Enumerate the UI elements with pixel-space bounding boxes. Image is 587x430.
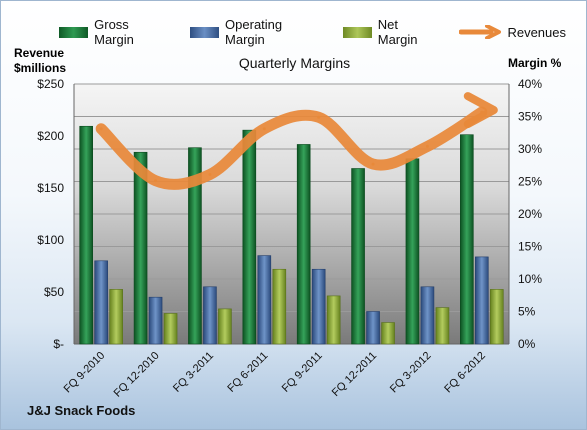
- revenues-point: [425, 144, 429, 148]
- right-axis-tick-label: 20%: [518, 207, 542, 221]
- operating-margin-bar: [203, 286, 217, 345]
- left-axis-tick-label: $250: [37, 77, 64, 91]
- gross-margin-bar: [133, 151, 148, 345]
- net-margin-bar: [218, 308, 232, 345]
- x-axis-tick-label: FQ 3-2012: [388, 350, 434, 396]
- x-axis-tick-label: FQ 9-2010: [62, 350, 108, 396]
- legend-label-operating-margin: Operating Margin: [225, 17, 283, 47]
- revenues-point: [317, 115, 321, 119]
- company-name: J&J Snack Foods: [27, 403, 136, 418]
- x-axis-tick-label: FQ 6-2012: [442, 350, 488, 396]
- left-axis-tick-label: $150: [37, 181, 64, 195]
- net-margin-bar: [326, 295, 341, 345]
- legend-item-net-margin: Net Margin: [342, 17, 440, 47]
- revenues-arrowhead: [463, 92, 498, 129]
- right-axis-tick-label: 40%: [518, 77, 542, 91]
- right-axis-tick-label: 25%: [518, 175, 542, 189]
- legend-swatch-gross-margin: [59, 26, 89, 38]
- left-axis-title-line1: Revenue: [14, 46, 65, 60]
- net-margin-bar: [435, 307, 450, 345]
- right-axis-tick-label: 0%: [518, 337, 536, 351]
- gross-margin-bar: [296, 144, 311, 345]
- x-axis-tick-label: FQ 9-2011: [280, 350, 325, 395]
- right-axis-tick-label: 15%: [518, 240, 542, 254]
- gross-margin-bar: [351, 168, 365, 345]
- revenues-point: [371, 162, 375, 166]
- legend-label-net-margin: Net Margin: [377, 17, 418, 47]
- right-axis-tick-label: 5%: [518, 305, 536, 319]
- net-margin-bar: [109, 289, 123, 345]
- x-axis-tick-label: FQ 3-2011: [171, 350, 216, 395]
- gross-margin-bar: [188, 147, 202, 345]
- gross-margin-bar: [405, 158, 420, 345]
- net-margin-bar: [163, 313, 178, 345]
- revenues-point: [99, 127, 103, 131]
- operating-margin-bar: [420, 286, 435, 345]
- left-axis-title-line2: $millions: [14, 61, 67, 75]
- left-axis-tick-label: $50: [44, 285, 64, 299]
- revenues-point: [154, 179, 158, 183]
- left-axis-tick-label: $200: [37, 129, 64, 143]
- right-axis-title: Margin %: [508, 56, 562, 70]
- chart-title: Quarterly Margins: [238, 55, 351, 71]
- revenues-point: [208, 172, 212, 176]
- chart-legend: Gross Margin Operating Margin Net Margin…: [59, 17, 586, 47]
- right-axis-tick-label: 35%: [518, 110, 542, 124]
- legend-swatch-net-margin: [342, 26, 372, 38]
- legend-swatch-operating-margin: [189, 26, 220, 38]
- left-axis-tick-label: $100: [37, 233, 64, 247]
- gross-margin-bar: [242, 129, 257, 345]
- net-margin-bar: [381, 322, 395, 345]
- operating-margin-bar: [94, 260, 108, 345]
- x-axis-tick-label: FQ 12-2011: [330, 350, 379, 399]
- left-axis-title: Revenue $millions: [14, 46, 66, 76]
- operating-margin-bar: [257, 255, 272, 345]
- legend-label-gross-margin: Gross Margin: [94, 17, 134, 47]
- legend-item-revenues: Revenues: [459, 25, 566, 40]
- operating-margin-bar: [148, 296, 163, 345]
- operating-margin-bar: [366, 311, 380, 345]
- gross-margin-bar: [79, 125, 93, 345]
- revenues-line: [95, 106, 488, 190]
- revenues-point: [262, 127, 266, 131]
- x-axis-tick-label: FQ 6-2011: [225, 350, 270, 395]
- right-axis-tick-label: 10%: [518, 272, 542, 286]
- x-axis-tick-label: FQ 12-2010: [112, 350, 162, 400]
- net-margin-bar: [272, 268, 287, 345]
- net-margin-bar: [490, 289, 504, 345]
- legend-item-operating-margin: Operating Margin: [189, 17, 323, 47]
- legend-label-revenues: Revenues: [507, 24, 566, 40]
- left-axis-tick-label: $-: [53, 337, 64, 351]
- operating-margin-bar: [475, 256, 489, 345]
- legend-arrow-icon: [459, 25, 502, 39]
- revenues-point: [480, 110, 484, 114]
- legend-item-gross-margin: Gross Margin: [59, 17, 170, 47]
- operating-margin-bar: [311, 268, 326, 345]
- right-axis-tick-label: 30%: [518, 142, 542, 156]
- gross-margin-bar: [460, 134, 474, 345]
